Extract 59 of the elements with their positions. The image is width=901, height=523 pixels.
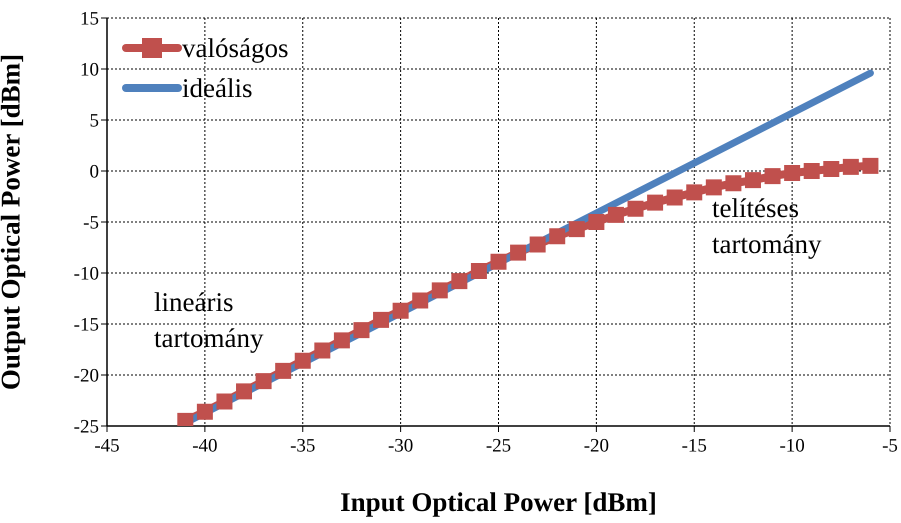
point [588, 214, 604, 230]
point [549, 228, 566, 244]
point [530, 236, 546, 252]
y-tick-label: 10 [80, 60, 99, 81]
point [647, 194, 664, 211]
y-tick-label: -5 [83, 212, 99, 234]
x-tick-label: -20 [584, 435, 610, 456]
point [334, 332, 350, 348]
annotation: telítéses tartomány [712, 193, 822, 259]
point [470, 262, 487, 279]
point [196, 404, 213, 420]
x-tick-label: -35 [290, 435, 316, 456]
x-tick-label: -40 [192, 435, 218, 456]
y-tick-label: -10 [74, 264, 99, 285]
point [608, 206, 624, 223]
point [510, 244, 526, 261]
point [490, 254, 506, 270]
point [216, 394, 232, 410]
legend-label: valóságos [182, 32, 288, 65]
x-tick-label: -5 [882, 435, 898, 456]
x-tick-label: -25 [486, 435, 512, 456]
point [294, 352, 311, 369]
y-tick-label: -20 [74, 366, 99, 387]
point [275, 362, 292, 379]
point [725, 175, 742, 192]
legend-label: ideális [182, 72, 252, 105]
x-axis-title: Input Optical Power [dBm] [340, 487, 657, 517]
point [706, 179, 722, 196]
x-tick-label: -15 [682, 435, 707, 456]
y-tick-label: 15 [80, 8, 99, 30]
y-tick-label: 5 [90, 110, 99, 132]
point [314, 342, 330, 359]
point [842, 158, 859, 175]
point [666, 190, 683, 206]
point [686, 184, 702, 200]
point [823, 160, 840, 177]
point [412, 292, 428, 309]
point [392, 302, 409, 319]
point [353, 322, 370, 338]
x-tick-label: -45 [94, 435, 120, 456]
point [256, 373, 272, 390]
point [628, 200, 644, 217]
point [804, 163, 820, 179]
point [451, 273, 468, 290]
point [373, 312, 390, 328]
y-tick-label: -15 [74, 314, 99, 336]
point [862, 158, 878, 174]
y-tick-label: -25 [74, 416, 99, 438]
point [236, 383, 252, 400]
point [568, 221, 585, 238]
y-axis-title: Output Optical Power [dBm] [0, 54, 26, 390]
point [744, 172, 761, 188]
annotation: lineáris tartomány [154, 287, 264, 353]
x-tick-label: -10 [779, 435, 805, 456]
point [784, 165, 800, 182]
point [764, 168, 781, 184]
point [432, 282, 448, 298]
x-tick-label: -30 [388, 435, 414, 456]
y-tick-label: 0 [90, 162, 99, 183]
